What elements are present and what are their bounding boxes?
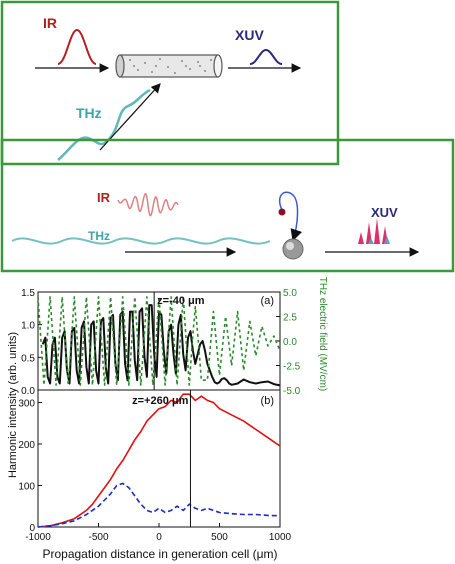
- y-tick-label-a: 0.0: [21, 386, 35, 397]
- y-tick-label-b: 200: [18, 440, 35, 451]
- annotation-a: z=-40 μm: [157, 295, 205, 307]
- y2-tick-label-a: 5.0: [283, 288, 297, 299]
- x-tick-label-b: -500: [88, 532, 108, 543]
- bottom-diagram-panel: IR THz XUV: [0, 138, 455, 273]
- top-diagram-panel: IR XUV THz: [0, 0, 340, 166]
- y-tick-label-b: 300: [18, 398, 35, 409]
- bottom-panel-frame: [0, 138, 455, 273]
- y2-tick-label-a: -5.0: [283, 386, 301, 397]
- y-tick-label-b: 0: [29, 523, 35, 534]
- top-panel-frame: [0, 0, 340, 166]
- ion-core-highlight: [286, 242, 294, 250]
- x-tick-label-b: 1000: [269, 532, 292, 543]
- xuv-pulse-icon: [249, 48, 283, 65]
- bottom-xuv-label: XUV: [371, 205, 398, 220]
- bottom-ir-label: IR: [97, 190, 111, 205]
- x-tick-label-b: 0: [156, 532, 162, 543]
- series-line-a-0: [41, 304, 281, 387]
- y2-tick-label-a: -2.5: [283, 362, 301, 373]
- y2-tick-label-a: 0.0: [283, 337, 297, 348]
- y2-tick-label-a: 2.5: [283, 313, 297, 324]
- electron-icon: [278, 208, 286, 216]
- x-axis-label: Propagation distance in generation cell …: [42, 547, 277, 561]
- bottom-thz-label: THz: [88, 229, 110, 243]
- thz-field-wave: [11, 237, 271, 245]
- y-tick-label-a: 1.5: [21, 288, 35, 299]
- electron-trajectory: [278, 191, 303, 242]
- panel-label-b: (b): [261, 395, 274, 407]
- y-tick-label-b: 100: [18, 481, 35, 492]
- chart-panel-a: 0.0 0.5 1.0 1.5 5.0 2.5 0.0 -2.5 -5.0 z=-40 μm (a): [21, 288, 301, 397]
- panel-label-a: (a): [261, 295, 274, 307]
- y-tick-label-a: 0.5: [21, 353, 35, 364]
- ir-pulse-icon: [57, 28, 97, 65]
- top-xuv-label: XUV: [235, 27, 264, 43]
- top-thz-label: THz: [76, 105, 102, 121]
- series-line-a-1: [37, 296, 281, 386]
- x-tick-label-b: 500: [211, 532, 228, 543]
- annotation-b: z=+260 μm: [132, 395, 188, 407]
- plot-frame-a: [37, 291, 281, 391]
- top-ir-label: IR: [43, 15, 57, 31]
- plot-frame-b: [37, 389, 281, 528]
- series-line-b-1: [37, 482, 281, 528]
- ion-core-icon: [282, 238, 304, 260]
- y-tick-label-a: 1.0: [21, 321, 35, 332]
- chart-panel-b: 0 100 200 300 -1000 -500 0 500 1000 z=+260 μm (b): [18, 389, 292, 543]
- series-line-b-0: [37, 393, 281, 528]
- attosecond-pulse-train: [358, 218, 390, 244]
- y-axis-label: Harmonic intensity (arb. units): [7, 332, 19, 478]
- ir-field-wave: [117, 193, 179, 217]
- x-tick-label-b: -1000: [25, 532, 51, 543]
- y2-axis-label: THz electric field (MV/cm): [317, 277, 328, 391]
- gas-cell-icon: [115, 54, 223, 78]
